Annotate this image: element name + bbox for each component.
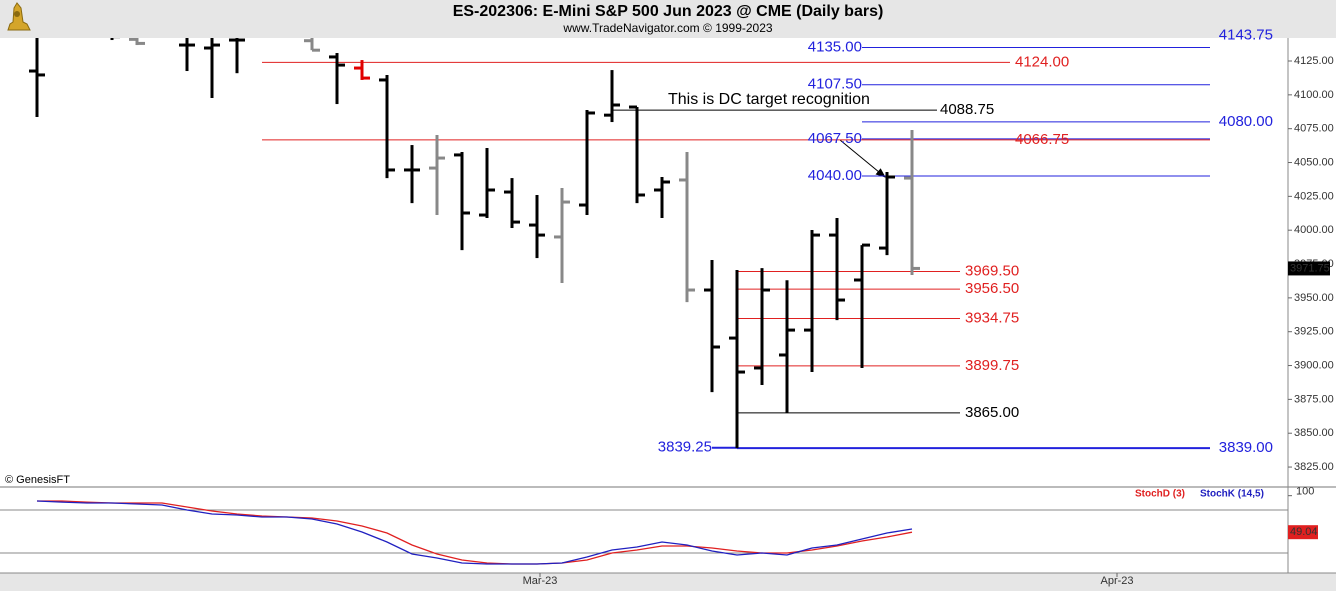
level-label: 3899.75 xyxy=(965,357,1019,374)
panel-separator xyxy=(0,486,1336,488)
level-label: 4040.00 xyxy=(808,167,862,184)
y-tick-label: 4000.00 xyxy=(1294,224,1334,236)
y-tick-label: 4050.00 xyxy=(1294,156,1334,168)
header-band xyxy=(0,0,1336,38)
y-tick-label: 3850.00 xyxy=(1294,427,1334,439)
last-price-box xyxy=(1288,261,1330,276)
level-label: 4080.00 xyxy=(1219,113,1273,130)
legend-entry: StochK (14,5) xyxy=(1200,489,1264,500)
level-label: 4067.50 xyxy=(808,130,862,147)
y-tick-label: 4075.00 xyxy=(1294,123,1334,135)
y-tick-label: 4100.00 xyxy=(1294,89,1334,101)
y-tick-label: 3875.00 xyxy=(1294,393,1334,405)
level-label: 3956.50 xyxy=(965,280,1019,297)
y-tick-label: 4025.00 xyxy=(1294,190,1334,202)
level-label: 4107.50 xyxy=(808,76,862,93)
last-value-box xyxy=(1288,525,1318,540)
stoch-line xyxy=(36,500,913,565)
level-label: 3934.75 xyxy=(965,309,1019,326)
price-plot xyxy=(29,38,1210,450)
level-label: 4088.75 xyxy=(940,101,994,118)
y-tick-label: 3825.00 xyxy=(1294,461,1334,473)
level-label: 4124.00 xyxy=(1015,53,1069,70)
level-label: 3839.25 xyxy=(658,439,712,456)
y-tick-label: 100 xyxy=(1296,486,1314,498)
last-price-label: 3971.75 xyxy=(1290,262,1330,274)
y-tick-label: 4125.00 xyxy=(1294,55,1334,67)
legend-entry: StochD (3) xyxy=(1135,489,1185,500)
stoch-plot xyxy=(0,500,1288,565)
level-label: 3865.00 xyxy=(965,404,1019,421)
level-label: 3839.00 xyxy=(1219,439,1273,456)
y-tick-label: 3925.00 xyxy=(1294,326,1334,338)
last-value-label: 49.04 xyxy=(1290,526,1318,538)
y-tick-label: 3900.00 xyxy=(1294,359,1334,371)
level-label: 3969.50 xyxy=(965,262,1019,279)
annotation: This is DC target recognition xyxy=(668,91,870,108)
level-label: 4066.75 xyxy=(1015,131,1069,148)
chart-subtitle: www.TradeNavigator.com © 1999-2023 xyxy=(562,21,772,35)
x-tick-label: Mar-23 xyxy=(523,575,558,587)
annotation-arrow xyxy=(839,139,886,178)
x-axis-band xyxy=(0,573,1336,591)
chart-title: ES-202306: E-Mini S&P 500 Jun 2023 @ CME… xyxy=(453,3,884,20)
copyright: © GenesisFT xyxy=(5,474,70,486)
level-label: 4143.75 xyxy=(1219,27,1273,44)
main-panel xyxy=(0,38,1288,486)
x-tick-label: Apr-23 xyxy=(1100,575,1133,587)
logo xyxy=(7,2,31,31)
level-label: 4135.00 xyxy=(808,38,862,55)
y-tick-label: 3950.00 xyxy=(1294,292,1334,304)
